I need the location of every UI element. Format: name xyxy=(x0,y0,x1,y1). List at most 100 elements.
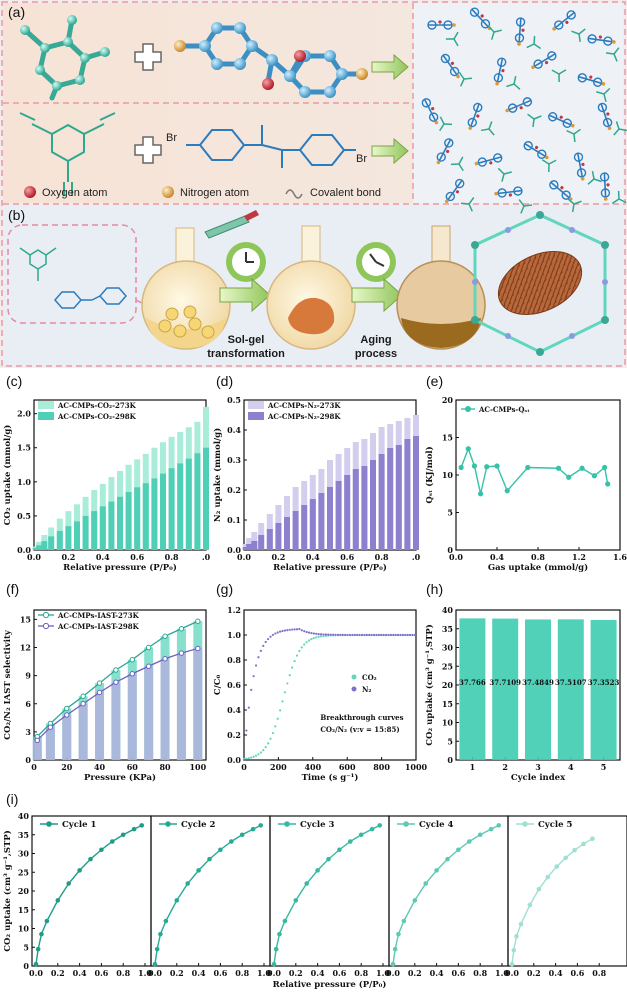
network-bond xyxy=(576,153,584,177)
network-nitrogen xyxy=(434,120,439,125)
network-oxygen xyxy=(438,20,442,24)
x-tick-label: 0.0 xyxy=(237,552,251,562)
network-arm xyxy=(573,133,576,143)
network-linker xyxy=(480,121,495,136)
network-oxygen xyxy=(446,149,450,154)
isotherm-point xyxy=(229,839,234,844)
network-bond xyxy=(555,11,575,29)
network-nitrogen xyxy=(601,82,606,86)
x-tick-label: 0.4 xyxy=(490,552,504,562)
isotherm-point xyxy=(163,918,169,924)
n2-point xyxy=(329,633,332,636)
network-arm xyxy=(605,52,615,55)
network-ring xyxy=(592,77,603,87)
qst-point xyxy=(458,464,464,471)
network-linker xyxy=(613,121,627,136)
network-unit xyxy=(577,73,606,87)
x-tick-label: 0.0 xyxy=(449,552,463,562)
network-arm xyxy=(611,198,620,205)
n2-point xyxy=(331,633,335,636)
network-arm xyxy=(453,38,459,47)
co2-point xyxy=(276,717,279,720)
x-tick-label: 3 xyxy=(535,762,541,772)
network-arm xyxy=(497,167,505,175)
point-AC-CMPs-IAST-298K xyxy=(145,663,152,669)
network-bond xyxy=(550,181,570,199)
panel-label-b: (b) xyxy=(8,207,25,223)
network-oxygen xyxy=(606,183,610,187)
isotherm-point xyxy=(514,934,519,939)
n2-point xyxy=(288,628,291,631)
network-arm xyxy=(533,35,536,45)
network-nitrogen xyxy=(603,197,608,201)
isotherm-point xyxy=(174,898,180,903)
x-tick-label: 100 xyxy=(189,762,206,772)
network-bond xyxy=(603,172,607,198)
cycle-frame xyxy=(388,815,509,967)
legend-swatch xyxy=(38,412,54,420)
network-ring xyxy=(602,117,613,128)
network-ring xyxy=(547,112,558,122)
cycle-frame xyxy=(150,815,271,967)
n2-point xyxy=(266,637,270,641)
plus-icon xyxy=(134,43,162,71)
co2-point xyxy=(305,641,308,644)
network-arm xyxy=(458,71,465,80)
x-tick-label: 4 xyxy=(568,762,574,772)
network-arm xyxy=(566,130,575,135)
legend-label: AC-CMPs-N₂-298K xyxy=(267,412,341,421)
isotherm-point xyxy=(581,841,586,847)
bar-iast-298k xyxy=(62,715,72,760)
network-arm xyxy=(578,33,581,43)
x-tick-label: 0.2 xyxy=(271,552,285,562)
network-oxygen xyxy=(476,114,480,118)
panel-label-a: (a) xyxy=(8,4,25,20)
y-tick-label: 10 xyxy=(442,470,454,480)
network-arm xyxy=(488,128,495,136)
x-tick-label: 0.8 xyxy=(165,552,179,562)
x-tick-label: 0.6 xyxy=(130,552,144,562)
co2-point xyxy=(247,757,250,760)
n2-point xyxy=(264,640,267,644)
network-oxygen xyxy=(559,115,563,119)
network-linker xyxy=(541,159,557,173)
isotherm-point xyxy=(563,855,568,861)
network-ring xyxy=(507,103,518,113)
qst-line xyxy=(460,446,609,494)
bar-iast-298k xyxy=(32,740,42,760)
isotherm-point xyxy=(536,886,542,892)
n2-point xyxy=(310,632,313,635)
y-tick-label: 0 xyxy=(447,755,453,765)
n2-point xyxy=(295,628,299,631)
bar-AC-CMPs-N₂-298K xyxy=(318,493,325,550)
isotherm-point xyxy=(33,961,39,967)
x-tick-label: 1000 xyxy=(405,762,428,772)
network-unit xyxy=(421,98,439,125)
point-AC-CMPs-IAST-273K xyxy=(129,656,135,663)
n2-point xyxy=(242,758,246,762)
annotation-line1: Breakthrough curves xyxy=(320,713,403,722)
network-ring xyxy=(493,73,504,83)
bar-AC-CMPs-CO₂-298K xyxy=(56,530,63,550)
n2-point xyxy=(298,627,301,631)
n2-point xyxy=(281,629,284,633)
isotherm-point xyxy=(218,847,223,853)
bar-iast-298k xyxy=(111,682,121,760)
y-tick-label: 0.6 xyxy=(227,680,241,690)
network-arm xyxy=(573,200,582,205)
network-oxygen xyxy=(455,190,460,194)
y-tick-label: 10 xyxy=(442,718,454,728)
n2-point xyxy=(245,729,248,732)
x-tick-label: 0 xyxy=(31,762,37,772)
network-unit xyxy=(440,53,460,79)
x-tick-label: 1 xyxy=(470,762,476,772)
cycle-frame xyxy=(269,815,390,967)
bar-AC-CMPs-N₂-298K xyxy=(266,529,273,550)
network-unit xyxy=(467,102,483,130)
legend-marker xyxy=(165,821,171,827)
isotherm-point xyxy=(527,902,533,908)
y-tick-label: 30 xyxy=(18,849,30,859)
n2-point xyxy=(356,633,359,637)
isotherm-line xyxy=(154,824,262,965)
bar-AC-CMPs-N₂-298K xyxy=(251,541,258,550)
